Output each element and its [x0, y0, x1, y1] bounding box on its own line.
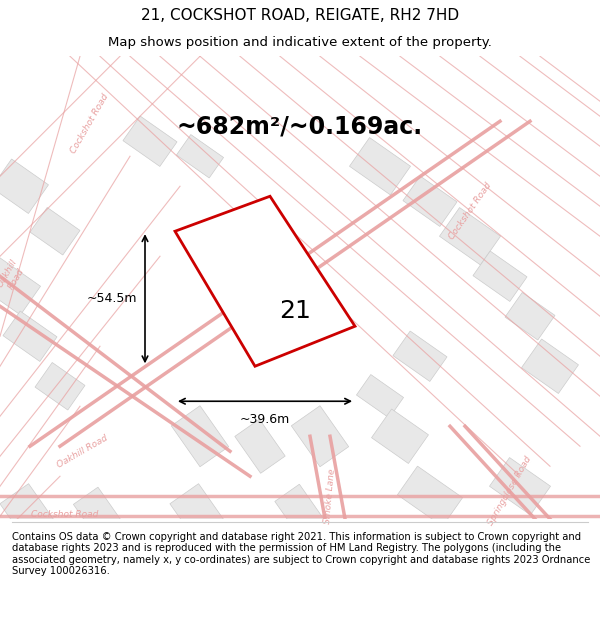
Bar: [349, 138, 410, 195]
Bar: [30, 208, 80, 255]
Text: ~54.5m: ~54.5m: [86, 292, 137, 305]
Bar: [275, 484, 325, 538]
Bar: [0, 258, 41, 315]
Bar: [521, 339, 578, 394]
Text: Cockshot Road: Cockshot Road: [31, 510, 98, 519]
Bar: [235, 419, 285, 473]
Bar: [35, 362, 85, 410]
Bar: [397, 466, 463, 526]
Bar: [176, 134, 224, 178]
Text: Springclose Road: Springclose Road: [487, 455, 533, 528]
Bar: [3, 311, 57, 361]
Text: Cockshot Road: Cockshot Road: [69, 92, 111, 154]
Text: Oakhill Road: Oakhill Road: [55, 433, 109, 469]
Bar: [505, 292, 555, 340]
Text: Cockshot Road: Cockshot Road: [447, 181, 493, 241]
Bar: [170, 484, 230, 549]
Bar: [0, 159, 49, 214]
Bar: [0, 484, 60, 549]
Text: Contains OS data © Crown copyright and database right 2021. This information is : Contains OS data © Crown copyright and d…: [12, 531, 590, 576]
Bar: [172, 406, 229, 467]
Text: Map shows position and indicative extent of the property.: Map shows position and indicative extent…: [108, 36, 492, 49]
Text: ~39.6m: ~39.6m: [240, 413, 290, 426]
Bar: [473, 251, 527, 301]
Text: ~682m²/~0.169ac.: ~682m²/~0.169ac.: [177, 114, 423, 138]
Text: Smoke Lane: Smoke Lane: [323, 468, 337, 524]
Text: 21, COCKSHOT ROAD, REIGATE, RH2 7HD: 21, COCKSHOT ROAD, REIGATE, RH2 7HD: [141, 8, 459, 23]
Bar: [292, 406, 349, 467]
Bar: [356, 374, 404, 418]
Bar: [439, 208, 500, 265]
Text: Oakhill
Road: Oakhill Road: [0, 258, 28, 294]
Bar: [403, 176, 457, 226]
Bar: [73, 487, 127, 546]
Bar: [490, 458, 551, 515]
Polygon shape: [175, 196, 355, 366]
Bar: [371, 409, 428, 464]
Text: 21: 21: [279, 299, 311, 323]
Bar: [123, 116, 177, 166]
Bar: [393, 331, 447, 381]
